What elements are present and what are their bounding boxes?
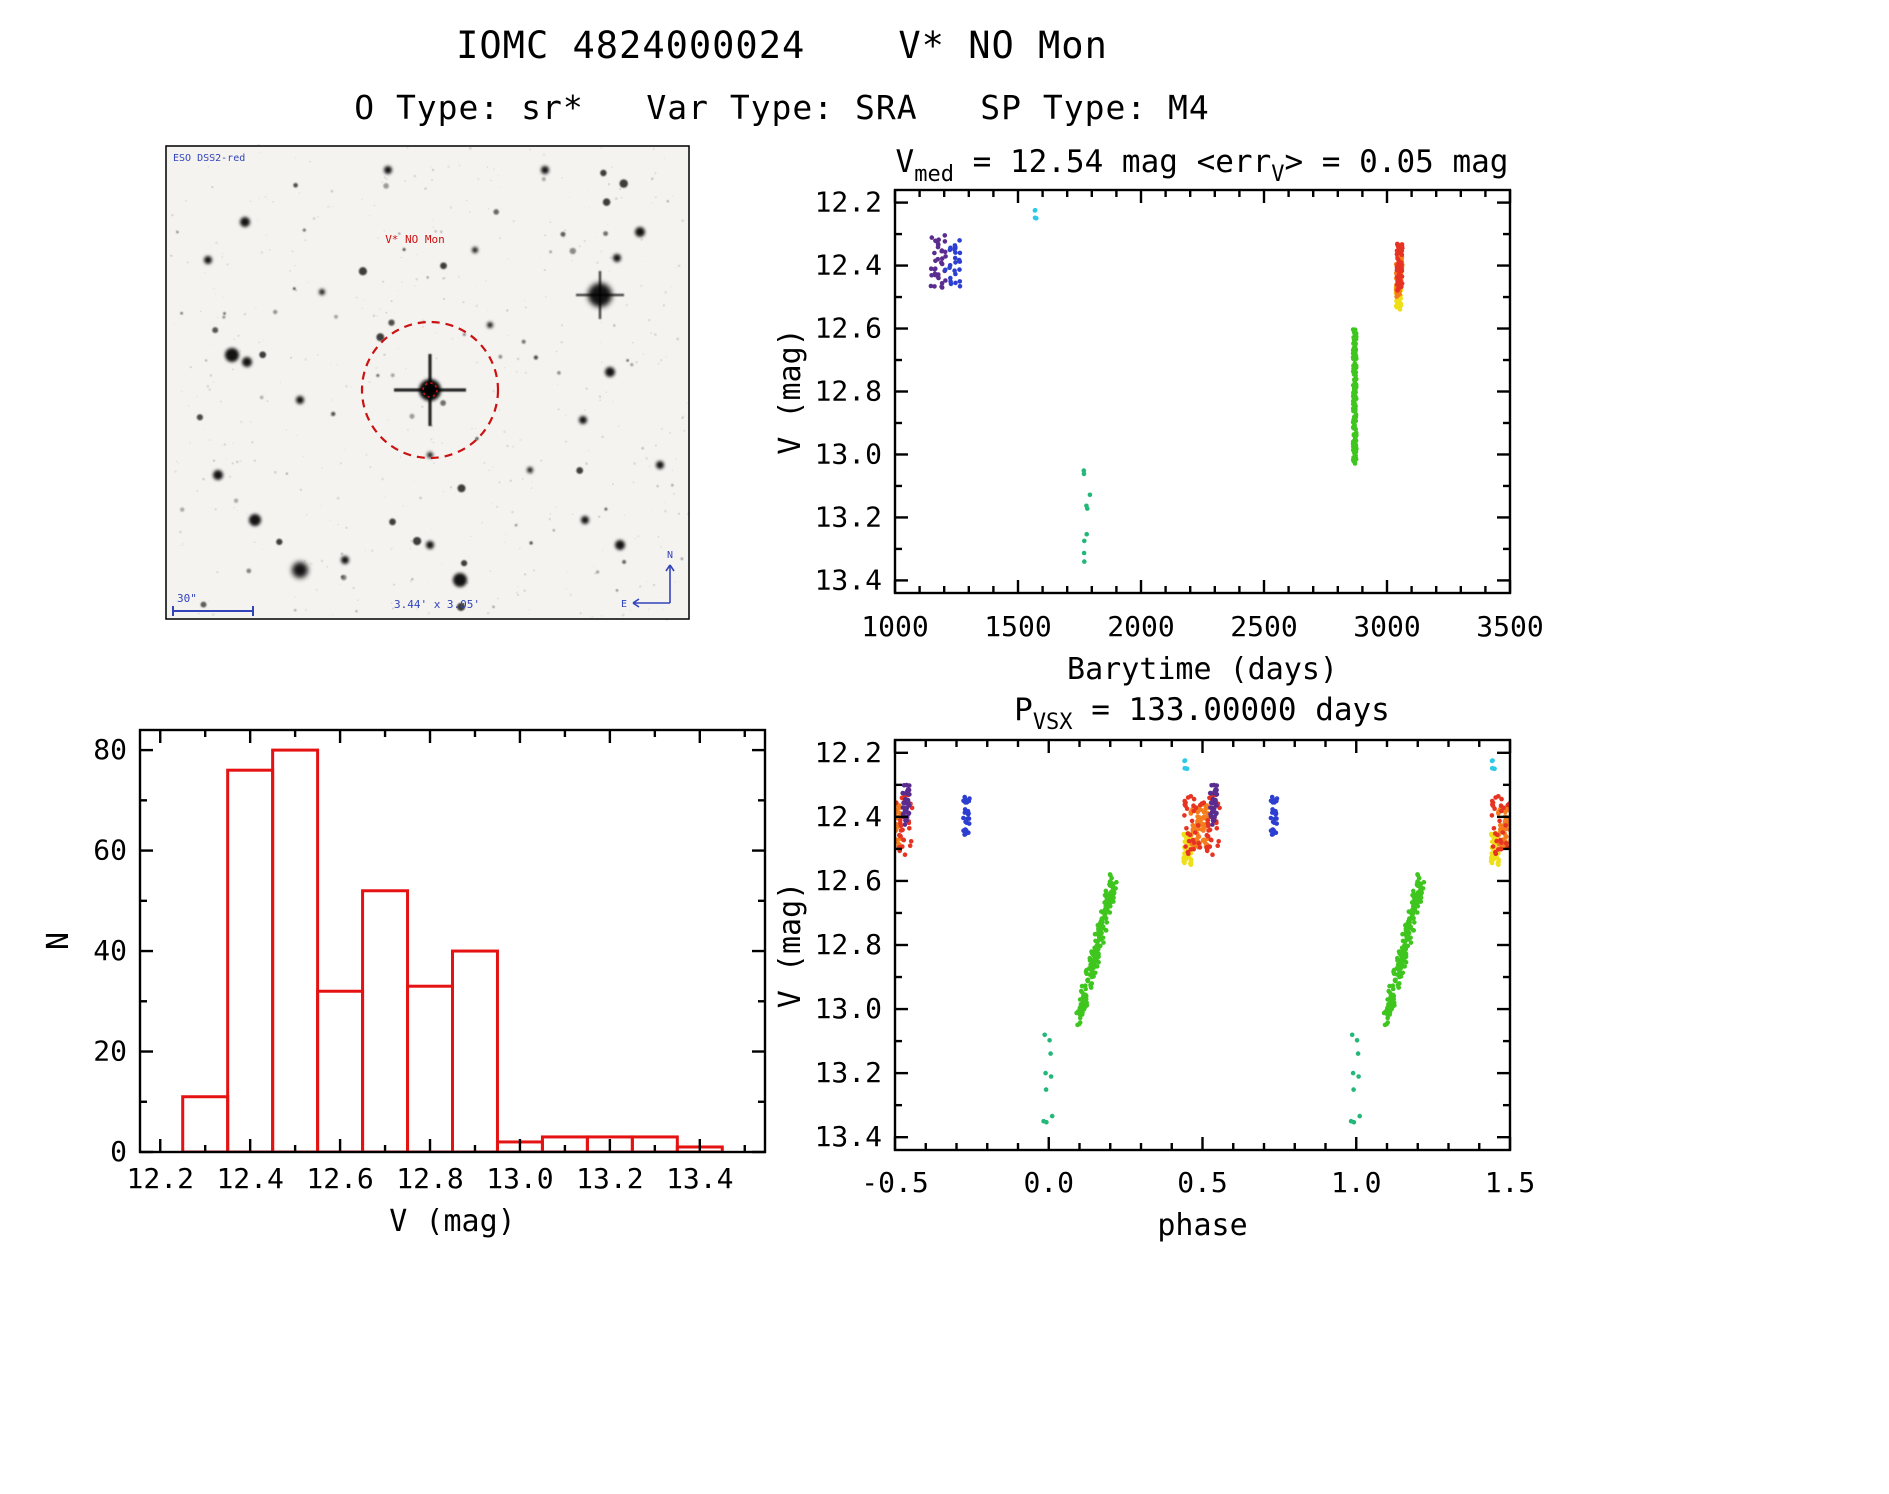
compass: N E — [621, 550, 675, 610]
svg-text:12.4: 12.4 — [815, 800, 882, 833]
page-subtitle: O Type: sr* Var Type: SRA SP Type: M4 — [354, 88, 1210, 127]
svg-text:13.2: 13.2 — [815, 1056, 882, 1089]
compass-north-label: N — [667, 550, 673, 561]
svg-text:12.8: 12.8 — [815, 928, 882, 961]
svg-text:3500: 3500 — [1476, 610, 1543, 643]
svg-text:0.5: 0.5 — [1177, 1166, 1228, 1199]
survey-label: ESO DSS2-red — [173, 153, 245, 164]
svg-text:12.2: 12.2 — [127, 1162, 194, 1195]
svg-text:12.6: 12.6 — [815, 864, 882, 897]
target-circle — [360, 320, 500, 460]
svg-text:12.8: 12.8 — [815, 375, 882, 408]
svg-text:V (mag): V (mag) — [773, 328, 808, 454]
page-title: IOMC 4824000024 V* NO Mon — [456, 24, 1108, 67]
svg-text:12.6: 12.6 — [815, 312, 882, 345]
svg-text:2000: 2000 — [1107, 610, 1174, 643]
svg-text:80: 80 — [93, 733, 127, 766]
svg-text:12.8: 12.8 — [396, 1162, 463, 1195]
svg-text:0.0: 0.0 — [1023, 1166, 1074, 1199]
svg-text:0: 0 — [110, 1135, 127, 1168]
lightcurve-plot: 1000 1500 2000 2500 3000 3500 12.2 12.4 12.6 12.8… — [770, 130, 1560, 705]
star-field — [169, 143, 690, 622]
svg-text:12.4: 12.4 — [216, 1162, 283, 1195]
svg-text:13.0: 13.0 — [815, 437, 882, 470]
svg-text:2500: 2500 — [1230, 610, 1297, 643]
svg-text:1000: 1000 — [861, 610, 928, 643]
svg-text:40: 40 — [93, 934, 127, 967]
svg-text:13.4: 13.4 — [815, 1120, 882, 1153]
svg-text:13.0: 13.0 — [815, 992, 882, 1025]
svg-text:12.2: 12.2 — [815, 736, 882, 769]
svg-text:13.4: 13.4 — [666, 1162, 733, 1195]
svg-text:1.5: 1.5 — [1485, 1166, 1536, 1199]
svg-text:13.2: 13.2 — [576, 1162, 643, 1195]
scale-bar: 30" — [172, 592, 254, 616]
target-label: V* NO Mon — [385, 233, 445, 246]
svg-text:1500: 1500 — [984, 610, 1051, 643]
scale-label: 30" — [177, 592, 197, 605]
magnitude-histogram: 12.2 12.4 12.6 12.8 13.0 13.2 13.4 0 20 40 60 80 V (… — [30, 680, 820, 1255]
phase-folded-plot: -0.5 0.0 0.5 1.0 1.5 12.2 12.4 12.6 12.8 13.0 13.2… — [770, 680, 1560, 1255]
svg-text:phase: phase — [1157, 1208, 1247, 1243]
svg-text:60: 60 — [93, 834, 127, 867]
finder-chart: ESO DSS2-red V* NO Mon 30" 3.44' x 3.05'… — [165, 143, 690, 622]
svg-text:V (mag): V (mag) — [773, 882, 808, 1008]
fov-label: 3.44' x 3.05' — [394, 598, 480, 611]
svg-text:1.0: 1.0 — [1331, 1166, 1382, 1199]
svg-text:3000: 3000 — [1353, 610, 1420, 643]
svg-text:-0.5: -0.5 — [861, 1166, 928, 1199]
svg-text:13.4: 13.4 — [815, 563, 882, 596]
finder-frame — [165, 145, 690, 620]
svg-text:V (mag): V (mag) — [389, 1204, 515, 1239]
svg-text:PVSX = 133.00000 days: PVSX = 133.00000 days — [1014, 692, 1390, 735]
svg-text:20: 20 — [93, 1035, 127, 1068]
svg-text:12.4: 12.4 — [815, 249, 882, 282]
svg-text:13.0: 13.0 — [486, 1162, 553, 1195]
svg-text:N: N — [41, 932, 76, 950]
svg-text:Vmed = 12.54 mag <errV> = 0.05: Vmed = 12.54 mag <errV> = 0.05 mag — [896, 144, 1509, 187]
target-marker — [422, 382, 438, 398]
svg-text:12.6: 12.6 — [306, 1162, 373, 1195]
compass-east-label: E — [621, 599, 627, 610]
svg-text:Barytime (days): Barytime (days) — [1067, 652, 1338, 687]
svg-text:13.2: 13.2 — [815, 500, 882, 533]
svg-text:12.2: 12.2 — [815, 186, 882, 219]
